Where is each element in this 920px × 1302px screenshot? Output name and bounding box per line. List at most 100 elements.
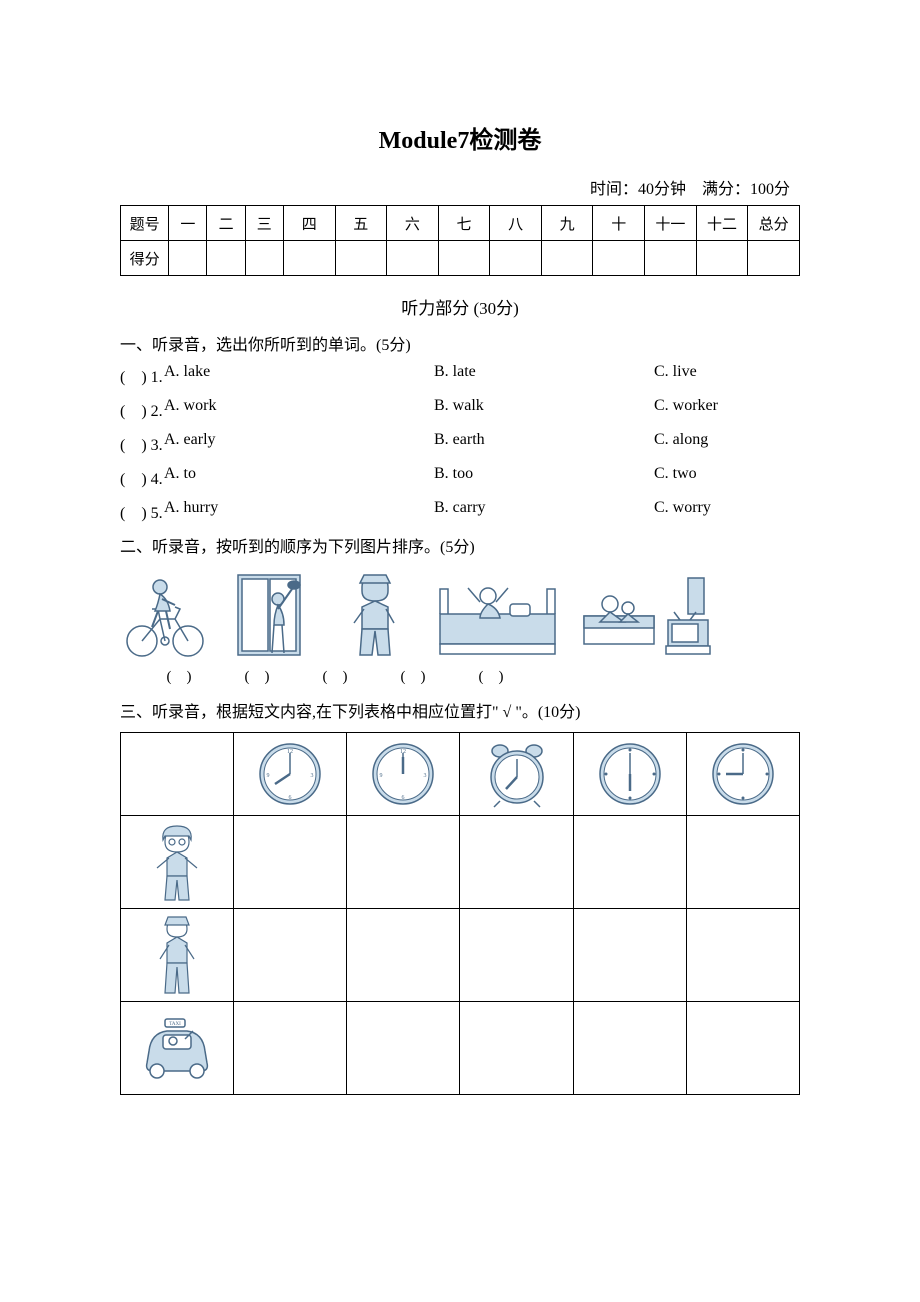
svg-text:9: 9 [267, 773, 270, 779]
score-h-6: 六 [387, 206, 439, 241]
q2-blank: ( ) [228, 665, 286, 686]
mc-opt-b: B. earth [434, 431, 654, 455]
score-h-12: 十二 [696, 206, 748, 241]
score-h-13: 总分 [748, 206, 800, 241]
mc-opt-a: A. lake [164, 363, 434, 387]
mc-opt-a: A. early [164, 431, 434, 455]
score-table: 题号 一 二 三 四 五 六 七 八 九 十 十一 十二 总分 得分 [120, 205, 800, 276]
score-h-2: 二 [207, 206, 245, 241]
score-h-8: 八 [490, 206, 542, 241]
taxi-icon: TAXI [121, 1002, 234, 1095]
q2-heading: 二、听录音，按听到的顺序为下列图片排序。(5分) [120, 533, 800, 557]
mc-opt-b: B. walk [434, 397, 654, 421]
score-h-5: 五 [335, 206, 387, 241]
score-cell [245, 241, 283, 276]
svg-text:12: 12 [287, 749, 293, 755]
score-cell [593, 241, 645, 276]
grid-cell [347, 816, 460, 909]
alarm-clock-7-icon [460, 733, 573, 816]
mc-opt-b: B. late [434, 363, 654, 387]
mc-blank: ( ) 5. [120, 499, 164, 523]
mc-row: ( ) 4.A. toB. tooC. two [120, 465, 800, 489]
score-h-0: 题号 [121, 206, 169, 241]
score-cell [748, 241, 800, 276]
q1-heading: 一、听录音，选出你所听到的单词。(5分) [120, 331, 800, 355]
grid-cell [573, 1002, 686, 1095]
q2-blank: ( ) [462, 665, 520, 686]
listening-section: 听力部分 (30分) [120, 294, 800, 319]
mc-opt-c: C. two [654, 465, 800, 489]
grid-cell [573, 816, 686, 909]
score-cell [645, 241, 697, 276]
grid-cell [347, 1002, 460, 1095]
grid-cell [234, 1002, 347, 1095]
mc-row: ( ) 1.A. lakeB. lateC. live [120, 363, 800, 387]
q2-blanks: ( ) ( ) ( ) ( ) ( ) [150, 665, 800, 686]
bicycle-icon [120, 569, 210, 659]
cleaning-icon [230, 569, 320, 659]
clock-12-icon: 12 3 6 9 [347, 733, 460, 816]
wake-up-icon [430, 574, 560, 659]
clock-8-icon: 123 69 [234, 733, 347, 816]
mc-row: ( ) 2.A. workB. walkC. worker [120, 397, 800, 421]
mc-opt-c: C. worker [654, 397, 800, 421]
grid-cell [347, 909, 460, 1002]
mc-opt-c: C. along [654, 431, 800, 455]
q2-blank: ( ) [384, 665, 442, 686]
score-cell [490, 241, 542, 276]
watch-tv-icon [580, 574, 720, 659]
mc-opt-c: C. live [654, 363, 800, 387]
clock-6-icon [573, 733, 686, 816]
score-h-11: 十一 [645, 206, 697, 241]
grid-cell [234, 816, 347, 909]
grid-cell [234, 909, 347, 1002]
meta-line: 时间：40分钟 满分：100分 [120, 175, 800, 199]
svg-text:12: 12 [400, 749, 406, 755]
score-cell [696, 241, 748, 276]
q2-blank: ( ) [150, 665, 208, 686]
mc-blank: ( ) 3. [120, 431, 164, 455]
mc-opt-a: A. to [164, 465, 434, 489]
svg-text:3: 3 [311, 773, 314, 779]
mc-blank: ( ) 1. [120, 363, 164, 387]
svg-text:3: 3 [424, 773, 427, 779]
grid-blank [121, 733, 234, 816]
q3-grid: 12 3 6 9 12 3 6 9 [120, 732, 800, 1095]
svg-text:6: 6 [402, 795, 405, 801]
q3-heading: 三、听录音，根据短文内容,在下列表格中相应位置打" √ "。(10分) [120, 698, 800, 722]
grid-cell [686, 1002, 799, 1095]
mc-row: ( ) 5.A. hurryB. carryC. worry [120, 499, 800, 523]
grid-cell [460, 909, 573, 1002]
grid-cell [460, 1002, 573, 1095]
score-h-1: 一 [169, 206, 207, 241]
mc-opt-c: C. worry [654, 499, 800, 523]
mc-opt-b: B. carry [434, 499, 654, 523]
score-h-4: 四 [283, 206, 335, 241]
mc-opt-a: A. hurry [164, 499, 434, 523]
grid-cell [686, 909, 799, 1002]
score-cell [335, 241, 387, 276]
uniform-person-icon [340, 569, 410, 659]
mc-opt-b: B. too [434, 465, 654, 489]
score-cell [387, 241, 439, 276]
score-r2-label: 得分 [121, 241, 169, 276]
page-title: Module7检测卷 [120, 120, 800, 155]
svg-text:TAXI: TAXI [169, 1022, 181, 1027]
mc-blank: ( ) 2. [120, 397, 164, 421]
score-cell [541, 241, 593, 276]
score-cell [283, 241, 335, 276]
score-cell [438, 241, 490, 276]
nurse-icon [121, 909, 234, 1002]
mc-blank: ( ) 4. [120, 465, 164, 489]
mc-opt-a: A. work [164, 397, 434, 421]
svg-text:9: 9 [380, 773, 383, 779]
score-h-9: 九 [541, 206, 593, 241]
mc-row: ( ) 3.A. earlyB. earthC. along [120, 431, 800, 455]
grid-cell [460, 816, 573, 909]
score-h-3: 三 [245, 206, 283, 241]
clock-9-icon [686, 733, 799, 816]
girl-glasses-icon [121, 816, 234, 909]
q2-blank: ( ) [306, 665, 364, 686]
q2-images [120, 569, 800, 659]
score-h-10: 十 [593, 206, 645, 241]
